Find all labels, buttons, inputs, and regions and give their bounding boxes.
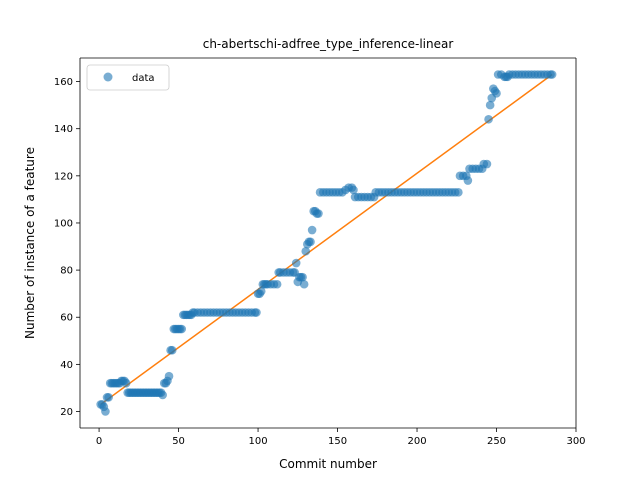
y-tick-label: 20 (60, 407, 73, 418)
legend: data (86, 64, 170, 91)
points-layer (96, 70, 557, 416)
data-point (298, 272, 307, 282)
x-tick-label: 150 (328, 436, 347, 447)
data-point (272, 279, 282, 289)
y-tick-label: 140 (54, 124, 73, 135)
x-tick-label: 100 (249, 436, 268, 447)
data-point (301, 246, 311, 256)
y-tick-label: 160 (54, 77, 73, 88)
plot-area (80, 58, 576, 428)
data-point (492, 89, 501, 98)
data-point (484, 114, 493, 124)
y-tick-label: 80 (60, 266, 73, 277)
x-tick-label: 250 (487, 436, 506, 447)
y-axis-ticks: 20 40 60 80 100 120 140 160 (54, 77, 80, 418)
x-tick-label: 50 (172, 436, 185, 447)
data-point (164, 371, 174, 381)
data-point (299, 279, 309, 289)
x-tick-label: 300 (566, 436, 585, 447)
chart-title: ch-abertschi-adfree_type_inference-linea… (203, 37, 454, 51)
data-point (252, 308, 261, 317)
data-point (306, 237, 315, 247)
x-tick-label: 0 (96, 436, 102, 447)
legend-box (86, 64, 170, 91)
data-point (167, 345, 177, 355)
data-point (291, 258, 301, 268)
data-point (158, 390, 167, 400)
x-axis-ticks: 0 50 100 150 200 250 300 (96, 428, 586, 447)
data-point (121, 378, 131, 388)
data-point (314, 209, 323, 218)
data-point (177, 324, 187, 334)
y-axis-label: Number of instance of a feature (23, 147, 37, 339)
data-point (482, 159, 492, 169)
y-tick-label: 60 (60, 313, 73, 324)
data-point (547, 70, 557, 79)
x-axis-label: Commit number (279, 457, 377, 471)
y-tick-label: 100 (54, 218, 73, 229)
x-tick-label: 200 (407, 436, 426, 447)
data-point (349, 185, 358, 195)
y-tick-label: 40 (60, 360, 73, 371)
legend-label: data (132, 73, 155, 84)
data-point (101, 407, 110, 416)
data-point (463, 176, 473, 185)
data-point (307, 225, 317, 235)
data-point (454, 188, 463, 197)
data-point (485, 100, 495, 110)
data-point (104, 393, 113, 402)
legend-marker (103, 72, 113, 82)
data-point (256, 287, 266, 296)
y-tick-label: 120 (54, 171, 73, 182)
